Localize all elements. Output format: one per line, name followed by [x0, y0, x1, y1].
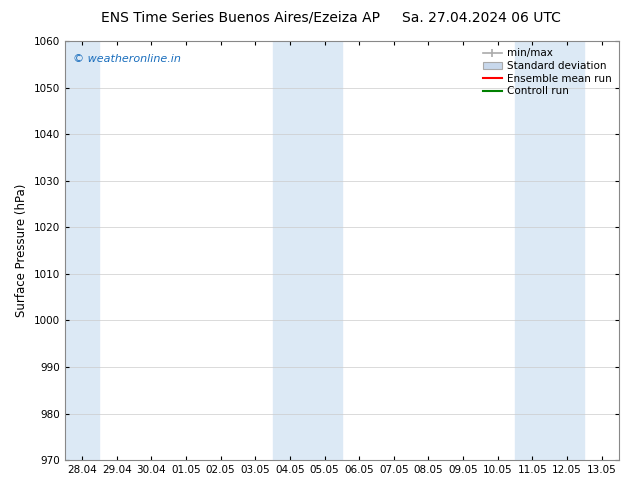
- Bar: [273, 41, 342, 460]
- Text: © weatheronline.in: © weatheronline.in: [73, 53, 181, 64]
- Bar: [515, 41, 585, 460]
- Legend: min/max, Standard deviation, Ensemble mean run, Controll run: min/max, Standard deviation, Ensemble me…: [479, 44, 616, 100]
- Bar: [65, 41, 100, 460]
- Text: ENS Time Series Buenos Aires/Ezeiza AP: ENS Time Series Buenos Aires/Ezeiza AP: [101, 11, 380, 25]
- Text: Sa. 27.04.2024 06 UTC: Sa. 27.04.2024 06 UTC: [403, 11, 561, 25]
- Y-axis label: Surface Pressure (hPa): Surface Pressure (hPa): [15, 184, 28, 318]
